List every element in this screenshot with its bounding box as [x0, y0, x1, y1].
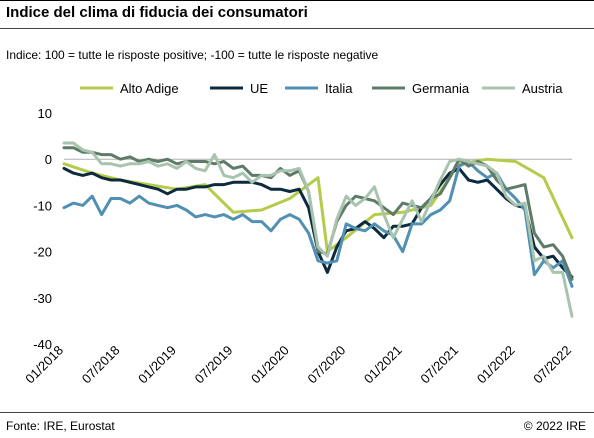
x-tick-label: 01/2021 [361, 343, 405, 387]
chart-title: Indice del clima di fiducia dei consumat… [6, 4, 308, 21]
y-tick-label: -30 [33, 291, 52, 306]
series-line-alto-adige [62, 157, 574, 254]
x-tick-label: 07/2019 [192, 343, 236, 387]
x-tick-label: 07/2021 [417, 343, 461, 387]
legend-label: Italia [325, 81, 353, 96]
copyright-note: © 2022 IRE [523, 419, 586, 433]
series-line-italia [62, 160, 574, 288]
y-tick-label: -40 [33, 337, 52, 352]
chart-subtitle: Indice: 100 = tutte le risposte positive… [6, 48, 379, 62]
legend-label: UE [250, 81, 268, 96]
title-rule [0, 28, 594, 29]
x-tick-label: 01/2019 [135, 343, 179, 387]
series-lines [62, 141, 574, 318]
x-tick-label: 01/2020 [248, 343, 292, 387]
x-tick-label: 07/2018 [79, 343, 123, 387]
legend-label: Alto Adige [120, 81, 179, 96]
source-note: Fonte: IRE, Eurostat [6, 419, 115, 433]
y-tick-label: 0 [45, 152, 52, 167]
legend: Alto Adige UE Italia Germania Austria [80, 81, 563, 96]
line-chart: Alto Adige UE Italia Germania Austria 10 0 -10… [22, 81, 574, 387]
top-rule [0, 0, 594, 1]
footer-rule [0, 412, 594, 413]
y-axis: 10 0 -10 -20 -30 -40 [33, 106, 52, 352]
legend-label: Germania [412, 81, 470, 96]
y-tick-label: -10 [33, 198, 52, 213]
y-tick-label: -20 [33, 245, 52, 260]
legend-label: Austria [522, 81, 563, 96]
x-tick-label: 07/2020 [305, 343, 349, 387]
y-tick-label: 10 [38, 106, 52, 121]
series-line-austria [62, 141, 574, 318]
x-tick-label: 07/2022 [530, 343, 574, 387]
x-tick-label: 01/2022 [474, 343, 518, 387]
